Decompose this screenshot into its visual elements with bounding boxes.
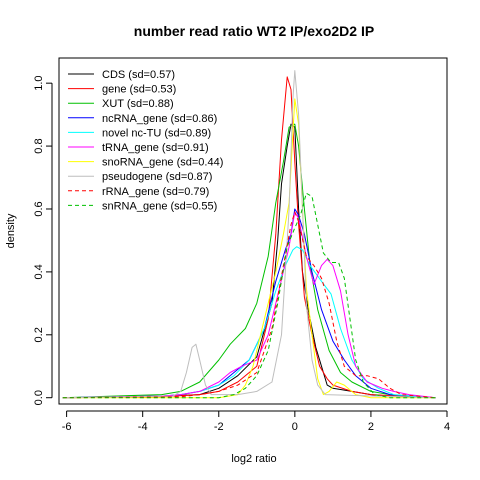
series-line-1 — [62, 76, 436, 399]
x-tick-label: 4 — [444, 421, 450, 433]
y-tick-label: 0.2 — [33, 327, 45, 342]
legend-label: XUT (sd=0.88) — [102, 98, 174, 110]
y-axis: 0.0 0.2 0.4 0.6 0.8 1.0 — [33, 76, 53, 405]
series-line-2 — [62, 123, 436, 399]
y-tick-label: 0.8 — [33, 138, 45, 153]
chart-title: number read ratio WT2 IP/exo2D2 IP — [134, 23, 374, 39]
series-line-7 — [62, 70, 436, 399]
x-tick-label: -2 — [214, 421, 224, 433]
legend-label: snRNA_gene (sd=0.55) — [102, 200, 217, 212]
series-line-9 — [62, 192, 436, 399]
x-tick-label: -6 — [62, 421, 72, 433]
x-axis: -6 -4 -2 0 2 4 — [62, 410, 450, 433]
x-tick-label: -4 — [138, 421, 148, 433]
plot-frame — [58, 57, 448, 405]
x-axis-label: log2 ratio — [231, 453, 276, 465]
series-line-8 — [62, 211, 436, 399]
legend-label: pseudogene (sd=0.87) — [102, 171, 212, 183]
legend-label: tRNA_gene (sd=0.91) — [102, 142, 209, 154]
series-line-0 — [62, 123, 436, 399]
legend-label: CDS (sd=0.57) — [102, 69, 175, 81]
legend-label: snoRNA_gene (sd=0.44) — [102, 157, 223, 169]
y-tick-label: 1.0 — [33, 76, 45, 91]
legend-label: ncRNA_gene (sd=0.86) — [102, 113, 217, 125]
y-tick-label: 0.4 — [33, 264, 45, 279]
legend: CDS (sd=0.57) gene (sd=0.53) XUT (sd=0.88)… — [68, 69, 223, 212]
legend-label: rRNA_gene (sd=0.79) — [102, 186, 209, 198]
series-line-5 — [62, 211, 436, 399]
x-tick-label: 2 — [368, 421, 374, 433]
legend-label: novel nc-TU (sd=0.89) — [102, 127, 211, 139]
y-tick-label: 0.6 — [33, 201, 45, 216]
x-tick-label: 0 — [292, 421, 298, 433]
y-tick-label: 0.0 — [33, 390, 45, 405]
legend-label: gene (sd=0.53) — [102, 84, 176, 96]
series-layer — [62, 70, 436, 399]
y-axis-label: density — [5, 213, 17, 248]
